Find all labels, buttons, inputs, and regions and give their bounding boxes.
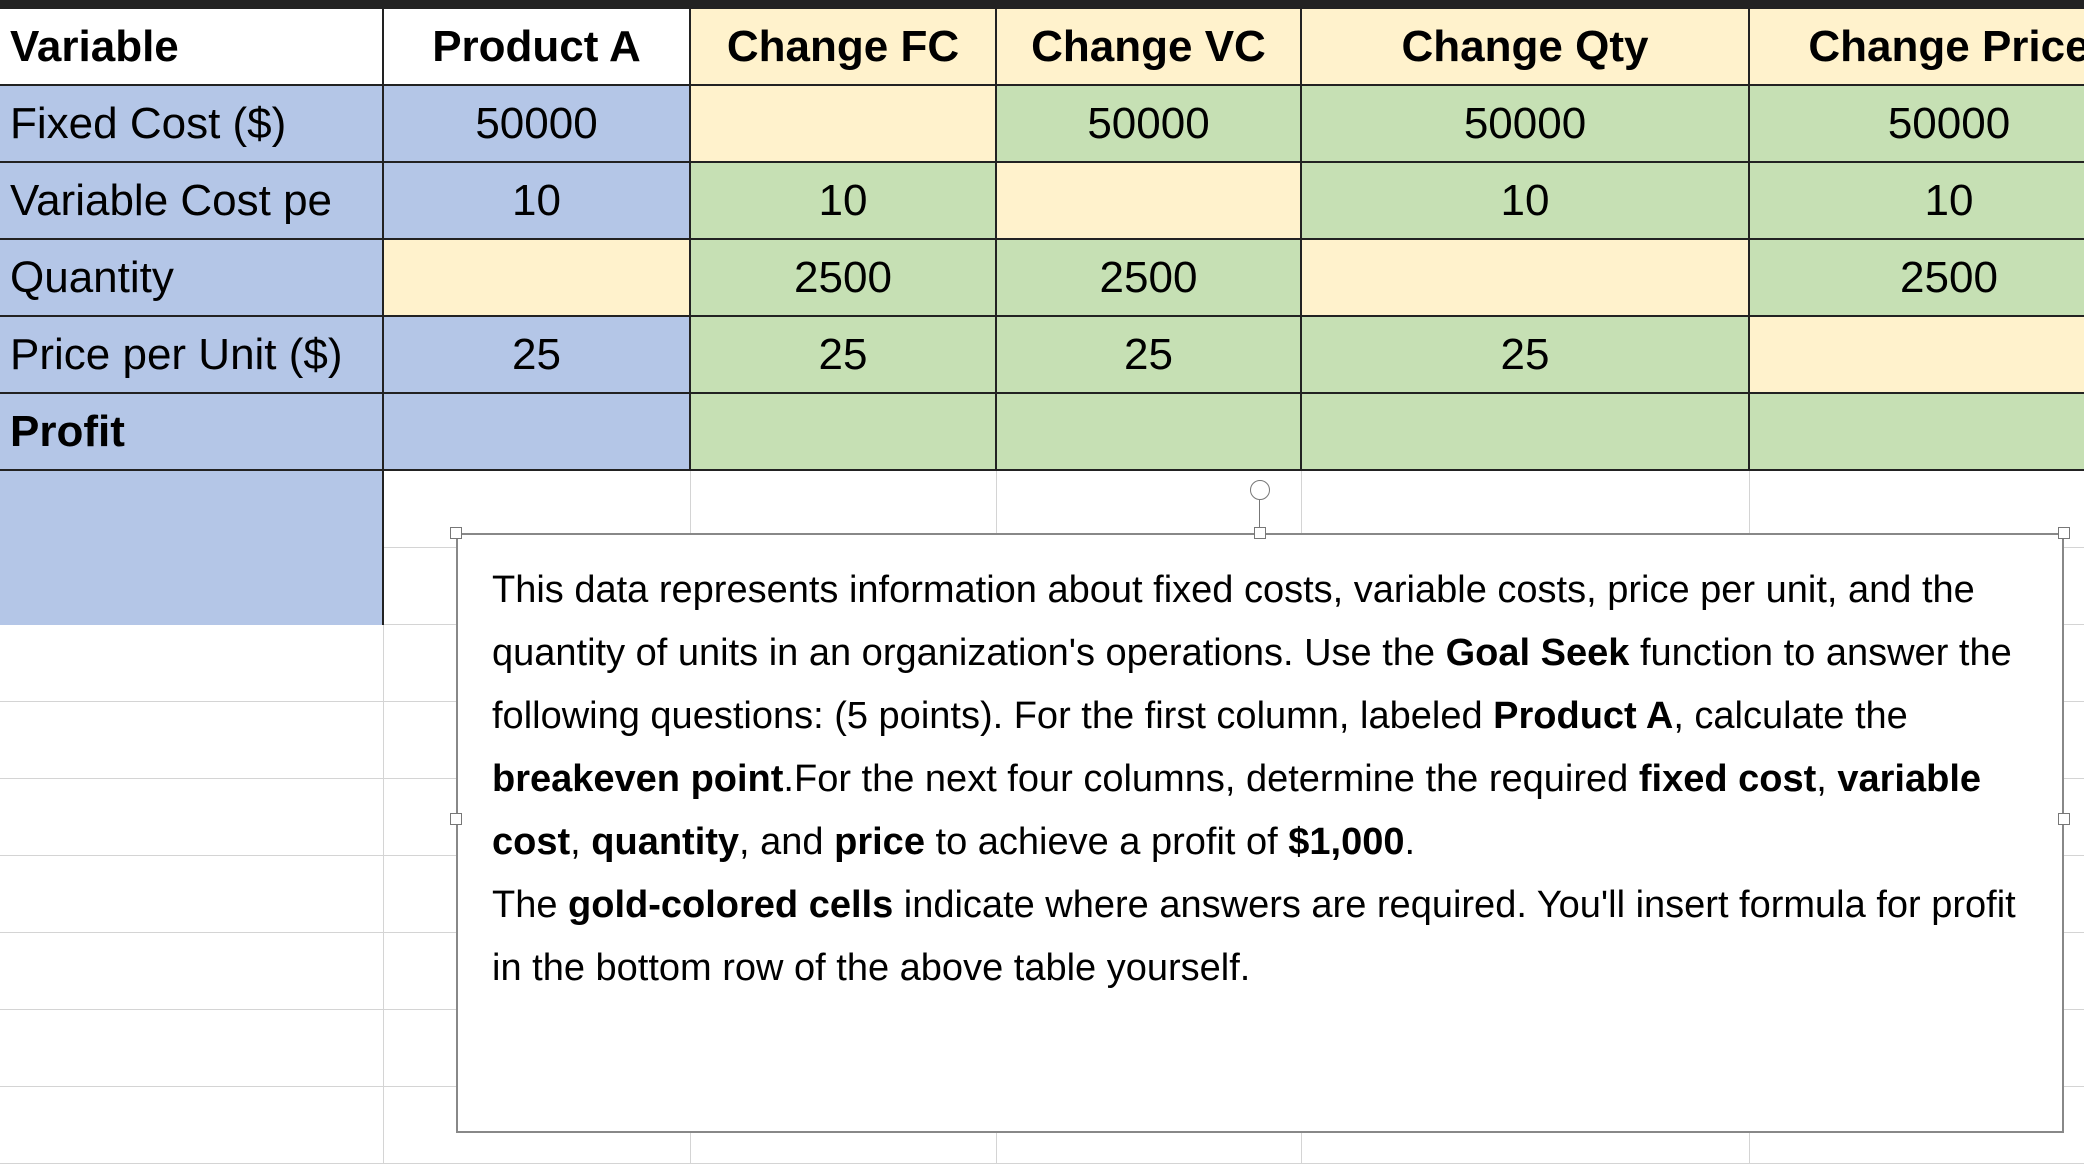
bold-text: gold-colored cells	[568, 884, 894, 926]
grid-cell	[0, 702, 384, 779]
text: .	[1404, 821, 1416, 863]
row-label: Fixed Cost ($)	[0, 86, 384, 163]
data-cell	[1302, 394, 1750, 471]
header-cell: Change Qty	[1302, 9, 1750, 86]
data-cell: 10	[1302, 163, 1750, 240]
paragraph: The gold-colored cells indicate where an…	[492, 874, 2032, 1000]
text: indicate where answers are required. You…	[492, 884, 2016, 989]
data-cell: 50000	[1750, 86, 2084, 163]
data-cell	[691, 394, 997, 471]
grid-cell	[0, 625, 384, 702]
data-cell: 50000	[1302, 86, 1750, 163]
data-cell: 50000	[384, 86, 691, 163]
text: ,	[570, 821, 592, 863]
header-cell: Change Price	[1750, 9, 2084, 86]
grid-cell	[0, 1087, 384, 1164]
text: to achieve a profit of	[924, 821, 1289, 863]
label-fill	[0, 471, 384, 625]
handle[interactable]	[2058, 527, 2070, 539]
data-cell	[384, 394, 691, 471]
grid-cell	[0, 1010, 384, 1087]
data-cell	[997, 394, 1302, 471]
data-cell: 50000	[997, 86, 1302, 163]
text: function to answer the following questio…	[492, 632, 2012, 737]
data-cell	[1750, 317, 2084, 394]
header-cell: Variable	[0, 9, 384, 86]
header-cell: Change FC	[691, 9, 997, 86]
data-cell: 2500	[997, 240, 1302, 317]
bold-text: Product A	[1493, 695, 1674, 737]
bold-text: $1,000	[1288, 821, 1405, 863]
text: The	[492, 884, 569, 926]
bold-text: fixed cost	[1638, 758, 1817, 800]
bold-text: quantity	[591, 821, 740, 863]
handle[interactable]	[2058, 813, 2070, 825]
data-cell: 25	[384, 317, 691, 394]
data-cell: 10	[691, 163, 997, 240]
data-cell	[1750, 394, 2084, 471]
data-cell: 25	[1302, 317, 1750, 394]
cell-border	[0, 471, 384, 625]
data-cell: 10	[1750, 163, 2084, 240]
text: , calculate the	[1673, 695, 1908, 737]
paragraph: This data represents information about f…	[492, 559, 2032, 874]
bold-text: Goal Seek	[1445, 632, 1630, 674]
row-label: Variable Cost pe	[0, 163, 384, 240]
row-label: Quantity	[0, 240, 384, 317]
text-box[interactable]: This data represents information about f…	[456, 533, 2064, 1133]
grid-cell	[0, 779, 384, 856]
data-cell	[1302, 240, 1750, 317]
rotate-stem	[1259, 500, 1260, 528]
data-cell	[384, 240, 691, 317]
grid-cell	[0, 933, 384, 1010]
data-cell: 2500	[1750, 240, 2084, 317]
bold-text: price	[834, 821, 925, 863]
data-cell	[691, 86, 997, 163]
row-label: Price per Unit ($)	[0, 317, 384, 394]
data-cell: 10	[384, 163, 691, 240]
data-cell: 2500	[691, 240, 997, 317]
bold-text: breakeven point	[492, 758, 784, 800]
row-label: Profit	[0, 394, 384, 471]
text: This data represents information about f…	[492, 569, 1975, 674]
header-cell: Change VC	[997, 9, 1302, 86]
data-cell: 25	[691, 317, 997, 394]
top-bar	[0, 0, 2084, 9]
header-cell: Product A	[384, 9, 691, 86]
handle[interactable]	[450, 813, 462, 825]
text: , and	[739, 821, 835, 863]
rotate-handle[interactable]	[1250, 480, 1270, 500]
handle[interactable]	[450, 527, 462, 539]
handle[interactable]	[1254, 527, 1266, 539]
text: ,	[1816, 758, 1838, 800]
bold-text: variable cost	[492, 758, 1982, 863]
text: .For the next four columns, determine th…	[783, 758, 1639, 800]
data-cell	[997, 163, 1302, 240]
data-cell: 25	[997, 317, 1302, 394]
grid-cell	[0, 856, 384, 933]
